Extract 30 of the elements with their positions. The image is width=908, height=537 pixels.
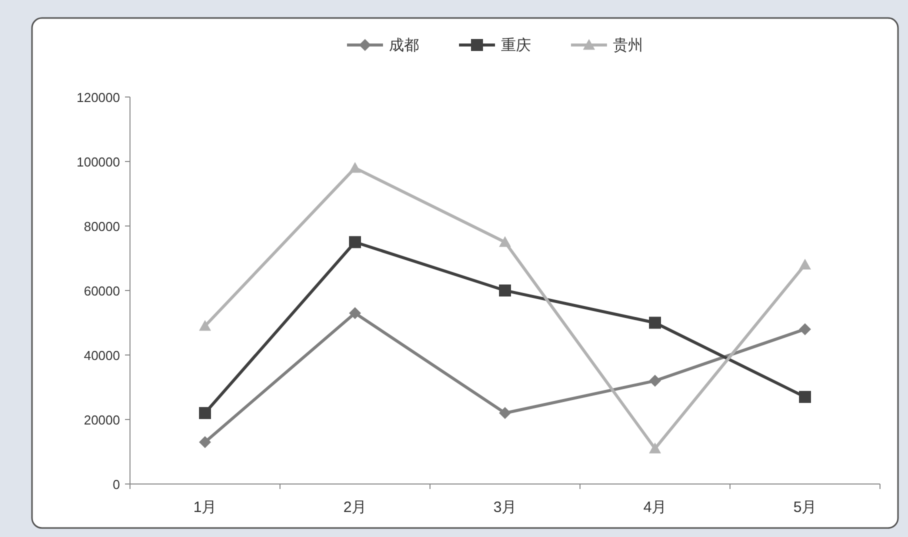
- point: [199, 436, 211, 448]
- point: [649, 374, 661, 387]
- y-tick-label: 0: [112, 477, 120, 492]
- y-tick-label: 20000: [84, 412, 120, 428]
- point: [799, 323, 811, 336]
- x-tick-label: 3月: [493, 499, 517, 516]
- point: [799, 390, 811, 403]
- point: [499, 407, 511, 420]
- point: [799, 258, 811, 270]
- point: [349, 162, 361, 173]
- point: [199, 407, 211, 420]
- point: [499, 284, 511, 296]
- point: [349, 307, 361, 320]
- y-tick-label: 80000: [84, 219, 120, 234]
- legend-label: 重庆: [501, 37, 531, 54]
- x-tick-label: 4月: [643, 499, 667, 516]
- y-tick-label: 60000: [84, 284, 120, 298]
- point: [649, 316, 661, 329]
- point: [349, 236, 361, 248]
- point: [199, 320, 211, 331]
- y-tick-label: 100000: [76, 154, 120, 170]
- point: [649, 442, 661, 454]
- point: [499, 236, 511, 247]
- x-tick-label: 2月: [343, 499, 367, 516]
- x-tick-label: 1月: [193, 499, 217, 516]
- y-tick-label: 120000: [76, 90, 120, 105]
- legend-label: 成都: [389, 37, 419, 54]
- legend-label: 贵州: [613, 37, 643, 54]
- y-tick-label: 40000: [84, 348, 120, 363]
- x-tick-label: 5月: [793, 499, 817, 516]
